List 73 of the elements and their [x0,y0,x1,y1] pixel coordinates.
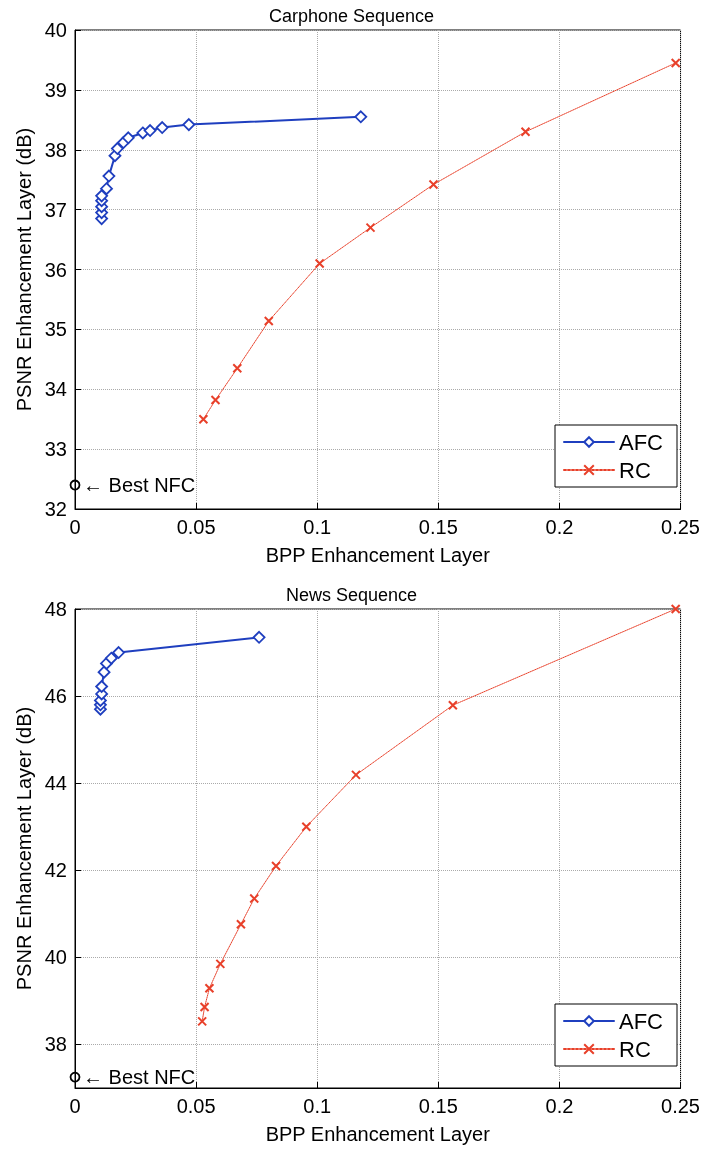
x-tick-label: 0.2 [545,1095,574,1117]
point [301,821,312,832]
legend-label: RC [619,1036,651,1062]
point [232,363,243,374]
point [112,646,125,659]
y-tick-label: 34 [44,378,67,401]
annotation: ← Best NFC [83,1066,196,1089]
x-tick-label: 0.05 [176,1095,216,1117]
point [215,958,226,969]
y-axis-title: PSNR Enhancement Layer (dB) [12,706,35,991]
point [95,680,109,693]
point [428,179,439,190]
y-tick-label: 32 [44,498,67,520]
point [365,222,376,233]
point [69,479,81,491]
y-tick-label: 37 [44,198,67,221]
x-axis-title: BPP Enhancement Layer [265,544,491,566]
point [447,700,458,711]
point [314,258,325,269]
y-tick-label: 48 [44,598,67,620]
point [182,118,196,131]
x-tick-label: 0.25 [661,1095,701,1117]
point [271,860,282,871]
chart-title: Carphone Sequence [268,6,435,26]
point [69,1071,81,1083]
y-axis-title: PSNR Enhancement Layer (dB) [12,127,35,412]
point [104,651,118,665]
x-tick-label: 0.15 [418,516,458,538]
point [197,1016,208,1027]
point [670,604,681,614]
point [252,630,266,644]
y-tick-label: 38 [44,1033,67,1056]
x-tick-label: 0.05 [176,516,216,538]
x-tick-label: 0 [69,1095,81,1117]
point [249,893,260,904]
point [100,182,113,196]
x-tick-label: 0.1 [303,516,332,538]
y-tick-label: 42 [44,859,67,882]
legend-label: RC [619,457,651,483]
point [210,395,221,406]
point [198,414,209,425]
point [121,131,135,145]
x-axis-title: BPP Enhancement Layer [265,1123,491,1145]
y-tick-label: 40 [44,946,67,969]
x-tick-label: 0.25 [661,516,701,538]
legend-label: AFC [619,1008,664,1034]
x-tick-label: 0.15 [418,1095,458,1117]
point [354,110,368,124]
x-tick-label: 0.2 [545,516,574,538]
point [199,1002,210,1013]
point [143,124,157,137]
y-tick-label: 46 [44,685,67,708]
y-tick-label: 33 [44,438,67,461]
y-tick-label: 35 [44,318,67,341]
chart-title: News Sequence [285,585,418,605]
point [204,983,215,994]
x-tick-label: 0 [69,516,81,538]
y-tick-label: 38 [44,138,67,161]
annotation: ← Best NFC [83,474,196,497]
point [670,57,681,68]
point [520,126,531,137]
point [235,919,246,930]
y-tick-label: 40 [44,19,67,41]
point [350,769,361,780]
point [102,169,116,183]
x-tick-label: 0.1 [303,1095,332,1117]
point [263,315,274,326]
y-tick-label: 44 [44,772,67,795]
y-tick-label: 36 [44,258,67,281]
point [155,121,169,134]
legend-label: AFC [619,429,664,455]
y-tick-label: 39 [44,78,67,101]
point [95,189,109,203]
